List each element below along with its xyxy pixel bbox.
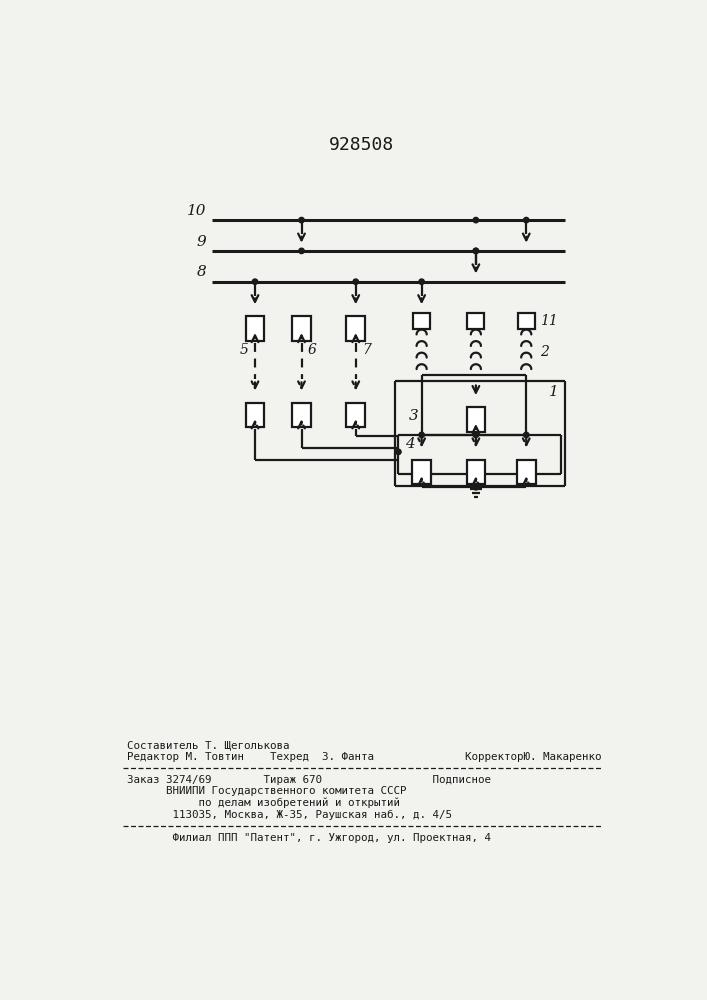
Text: 8: 8 [197,265,206,279]
Text: Редактор М. Товтин    Техред  З. Фанта              КорректорЮ. Макаренко: Редактор М. Товтин Техред З. Фанта Корре… [127,752,602,762]
Circle shape [419,279,424,284]
Text: ВНИИПИ Государственного комитета СССР: ВНИИПИ Государственного комитета СССР [127,786,407,796]
Bar [346,316,365,341]
Circle shape [396,449,401,455]
Text: по делам изобретений и открытий: по делам изобретений и открытий [127,798,400,808]
Bar [292,316,311,341]
Circle shape [252,279,258,284]
Bar [518,313,534,329]
Text: 4: 4 [405,437,415,451]
Bar [467,313,484,329]
Bar [246,403,264,427]
Bar [467,407,485,432]
Circle shape [473,432,479,438]
Text: 2: 2 [540,345,549,359]
Bar [346,403,365,427]
Circle shape [353,279,358,284]
Circle shape [419,432,424,438]
Text: 928508: 928508 [329,136,395,154]
Circle shape [473,248,479,254]
Text: 9: 9 [197,235,206,249]
Text: 1: 1 [549,385,559,399]
Bar [467,460,485,484]
Text: Составитель Т. Щеголькова: Составитель Т. Щеголькова [127,740,290,750]
Bar [412,460,431,484]
Bar [292,403,311,427]
Circle shape [299,217,304,223]
Bar [246,316,264,341]
Text: 113035, Москва, Ж-35, Раушская наб., д. 4/5: 113035, Москва, Ж-35, Раушская наб., д. … [127,809,452,820]
Text: 5: 5 [240,343,249,357]
Bar [517,460,535,484]
Text: 10: 10 [187,204,206,218]
Circle shape [524,432,529,438]
Bar [413,313,430,329]
Circle shape [524,217,529,223]
Text: Филиал ППП "Патент", г. Ужгород, ул. Проектная, 4: Филиал ППП "Патент", г. Ужгород, ул. Про… [127,833,491,843]
Text: 3: 3 [409,409,419,423]
Text: 7: 7 [362,343,371,357]
Text: Заказ 3274/69        Тираж 670                 Подписное: Заказ 3274/69 Тираж 670 Подписное [127,775,491,785]
Circle shape [473,248,479,254]
Circle shape [473,217,479,223]
Circle shape [299,248,304,254]
Text: 11: 11 [540,314,558,328]
Text: 6: 6 [308,343,317,357]
Circle shape [473,485,479,490]
